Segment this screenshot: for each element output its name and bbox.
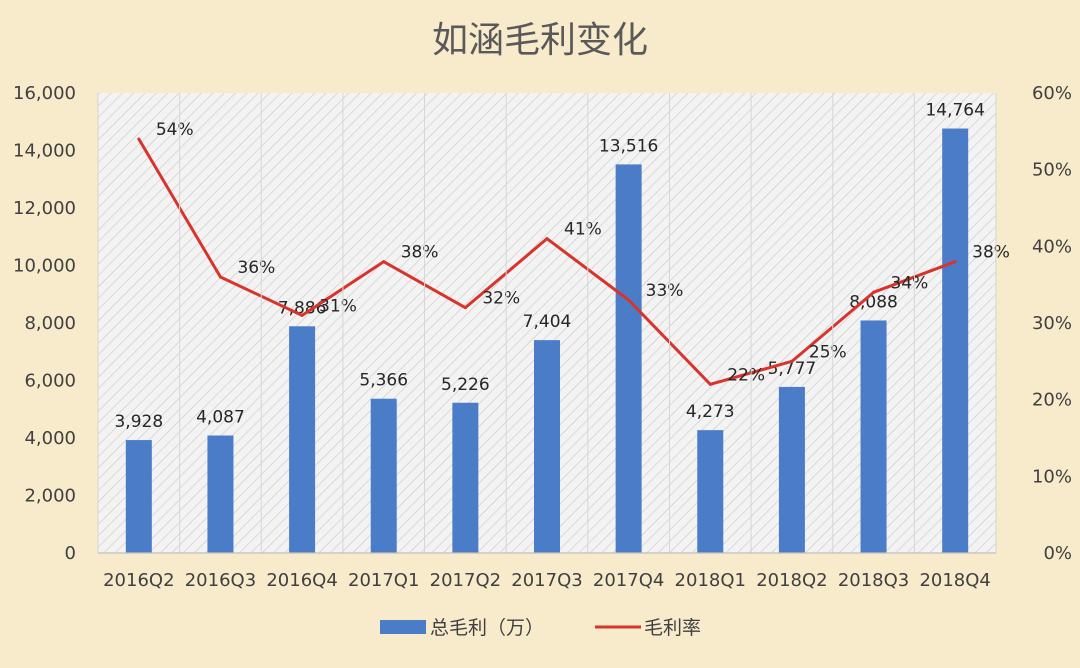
bar-data-label: 7,886 bbox=[278, 298, 327, 318]
x-tick-label: 2017Q2 bbox=[430, 570, 501, 591]
line-data-label: 22% bbox=[727, 365, 765, 385]
line-point bbox=[382, 260, 386, 264]
line-data-label: 41% bbox=[564, 220, 602, 240]
line-point bbox=[137, 137, 141, 141]
y-left-tick-label: 16,000 bbox=[13, 83, 76, 104]
y-right-tick-label: 0% bbox=[1043, 543, 1072, 564]
bar bbox=[778, 386, 805, 553]
line-data-label: 54% bbox=[156, 120, 194, 140]
bar-data-label: 14,764 bbox=[925, 101, 984, 121]
bar-data-label: 7,404 bbox=[523, 312, 572, 332]
legend-line-label: 毛利率 bbox=[644, 617, 701, 639]
x-tick-label: 2016Q3 bbox=[185, 570, 256, 591]
line-data-label: 34% bbox=[891, 273, 929, 293]
line-data-label: 31% bbox=[319, 296, 357, 316]
line-point bbox=[545, 237, 549, 241]
bar bbox=[125, 440, 152, 553]
x-tick-label: 2018Q2 bbox=[756, 570, 827, 591]
line-point bbox=[627, 298, 631, 302]
line-series: 54% 36% 31% 38% 32% 41% 33% 22% 25% 34% 38% bbox=[137, 120, 1010, 386]
line-point bbox=[218, 275, 222, 279]
bar-data-label: 4,273 bbox=[686, 402, 735, 422]
line-point bbox=[953, 260, 957, 264]
bar-data-label: 5,226 bbox=[441, 375, 490, 395]
x-tick-label: 2018Q1 bbox=[675, 570, 746, 591]
bar bbox=[207, 435, 234, 553]
bar bbox=[697, 430, 724, 553]
y-left-tick-label: 12,000 bbox=[13, 198, 76, 219]
line-point bbox=[300, 313, 304, 317]
x-tick-label: 2016Q2 bbox=[103, 570, 174, 591]
x-tick-label: 2017Q1 bbox=[348, 570, 419, 591]
bar bbox=[615, 164, 642, 554]
x-tick-label: 2018Q4 bbox=[919, 570, 990, 591]
line-data-label: 36% bbox=[237, 258, 275, 278]
x-tick-label: 2016Q4 bbox=[266, 570, 337, 591]
bar-data-label: 13,516 bbox=[599, 136, 658, 156]
legend: 总毛利（万） 毛利率 bbox=[380, 617, 701, 639]
y-right-tick-label: 50% bbox=[1032, 160, 1072, 181]
legend-bar-swatch bbox=[380, 620, 426, 634]
bar bbox=[942, 128, 969, 553]
y-right-tick-label: 60% bbox=[1032, 83, 1072, 104]
line-data-label: 25% bbox=[809, 342, 847, 362]
y-left-tick-label: 2,000 bbox=[24, 486, 76, 507]
line-point bbox=[872, 290, 876, 294]
y-left-tick-label: 4,000 bbox=[24, 428, 76, 449]
bar bbox=[289, 326, 316, 553]
bar-data-label: 5,366 bbox=[359, 371, 408, 391]
y-right-tick-label: 30% bbox=[1032, 313, 1072, 334]
y-left-tick-label: 0 bbox=[65, 543, 76, 564]
line-data-label: 38% bbox=[972, 243, 1010, 263]
line-point bbox=[708, 382, 712, 386]
y-right-tick-label: 40% bbox=[1032, 236, 1072, 257]
bar bbox=[860, 320, 887, 553]
line-data-label: 33% bbox=[646, 281, 684, 301]
y-left-tick-label: 6,000 bbox=[24, 371, 76, 392]
bar bbox=[370, 398, 397, 553]
bar-data-label: 8,088 bbox=[849, 292, 898, 312]
line-point bbox=[463, 306, 467, 310]
y-left-tick-label: 14,000 bbox=[13, 141, 76, 162]
y-right-tick-label: 10% bbox=[1032, 466, 1072, 487]
y-right-tick-label: 20% bbox=[1032, 390, 1072, 411]
legend-bar-label: 总毛利（万） bbox=[430, 617, 544, 639]
line-point bbox=[790, 359, 794, 363]
axes: 0 2,000 4,000 6,000 8,000 10,000 12,000 14,000 1… bbox=[13, 83, 1072, 591]
bar bbox=[452, 402, 479, 553]
y-left-tick-label: 8,000 bbox=[24, 313, 76, 334]
x-tick-label: 2018Q3 bbox=[838, 570, 909, 591]
bar-series: 3,928 4,087 7,886 5,366 5,226 7,404 13,516 4,27… bbox=[114, 101, 985, 554]
bar-data-label: 4,087 bbox=[196, 407, 245, 427]
chart-title: 如涵毛利变化 bbox=[432, 20, 648, 61]
y-left-tick-label: 10,000 bbox=[13, 256, 76, 277]
line-data-label: 38% bbox=[401, 243, 439, 263]
bar bbox=[534, 340, 560, 553]
x-tick-label: 2017Q4 bbox=[593, 570, 664, 591]
bar-data-label: 3,928 bbox=[114, 412, 163, 432]
line-data-label: 32% bbox=[482, 289, 520, 309]
x-tick-label: 2017Q3 bbox=[511, 570, 582, 591]
